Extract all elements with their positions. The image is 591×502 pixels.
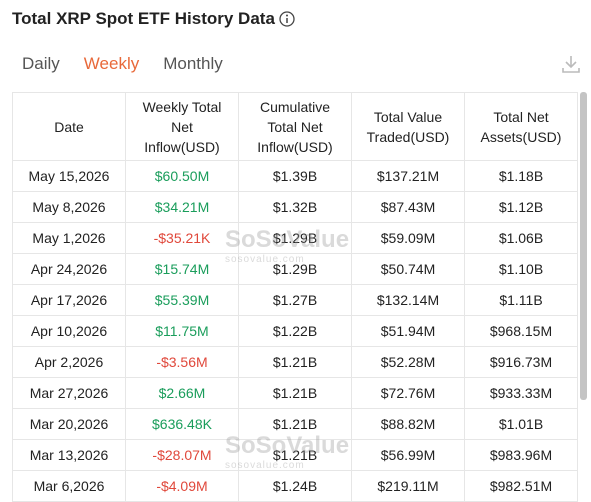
table-row: Mar 6,2026 -$4.09M $1.24B $219.11M $982.51M xyxy=(12,470,578,502)
cell: $1.18B xyxy=(464,160,578,192)
table-row: Apr 2,2026 -$3.56M $1.21B $52.28M $916.73M xyxy=(12,346,578,378)
cell: $34.21M xyxy=(125,191,239,223)
cell: $983.96M xyxy=(464,439,578,471)
table-row: Apr 17,2026 $55.39M $1.27B $132.14M $1.11B xyxy=(12,284,578,316)
cell: $916.73M xyxy=(464,346,578,378)
cell: $1.21B xyxy=(238,377,352,409)
cell: $50.74M xyxy=(351,253,465,285)
cell: $1.06B xyxy=(464,222,578,254)
cell: $132.14M xyxy=(351,284,465,316)
table-row: Apr 24,2026 $15.74M $1.29B $50.74M $1.10B xyxy=(12,253,578,285)
column-header: Weekly Total Net Inflow(USD) xyxy=(125,92,239,161)
cell: Mar 27,2026 xyxy=(12,377,126,409)
cell: Mar 6,2026 xyxy=(12,470,126,502)
table-row: Mar 27,2026 $2.66M $1.21B $72.76M $933.33M xyxy=(12,377,578,409)
cell: $59.09M xyxy=(351,222,465,254)
column-header: Total Value Traded(USD) xyxy=(351,92,465,161)
table-row: May 15,2026 $60.50M $1.39B $137.21M $1.18B xyxy=(12,160,578,192)
cell: May 15,2026 xyxy=(12,160,126,192)
cell: $87.43M xyxy=(351,191,465,223)
header-row: Date Weekly Total Net Inflow(USD) Cumulati… xyxy=(12,92,578,161)
scrollbar[interactable] xyxy=(580,92,587,400)
cell: $1.32B xyxy=(238,191,352,223)
info-icon[interactable] xyxy=(279,11,295,27)
cell: $1.27B xyxy=(238,284,352,316)
cell: $1.21B xyxy=(238,439,352,471)
cell: $137.21M xyxy=(351,160,465,192)
table-row: Apr 10,2026 $11.75M $1.22B $51.94M $968.15M xyxy=(12,315,578,347)
cell: $88.82M xyxy=(351,408,465,440)
cell: $55.39M xyxy=(125,284,239,316)
cell: $1.24B xyxy=(238,470,352,502)
cell: $15.74M xyxy=(125,253,239,285)
cell: $11.75M xyxy=(125,315,239,347)
cell: $1.22B xyxy=(238,315,352,347)
cell: May 8,2026 xyxy=(12,191,126,223)
cell: Mar 20,2026 xyxy=(12,408,126,440)
tabs: Daily Weekly Monthly xyxy=(10,52,235,76)
title: Total XRP Spot ETF History Data xyxy=(12,9,275,28)
cell: $1.29B xyxy=(238,222,352,254)
table: Date Weekly Total Net Inflow(USD) Cumulati… xyxy=(12,92,578,502)
cell: $72.76M xyxy=(351,377,465,409)
cell: -$35.21K xyxy=(125,222,239,254)
table-container: Date Weekly Total Net Inflow(USD) Cumulati… xyxy=(12,92,578,502)
cell: Apr 17,2026 xyxy=(12,284,126,316)
tab[interactable]: Monthly xyxy=(163,54,223,73)
table-row: May 1,2026 -$35.21K $1.29B $59.09M $1.06B xyxy=(12,222,578,254)
cell: $56.99M xyxy=(351,439,465,471)
table-row: Mar 13,2026 -$28.07M $1.21B $56.99M $983.96M xyxy=(12,439,578,471)
cell: $1.11B xyxy=(464,284,578,316)
cell: -$4.09M xyxy=(125,470,239,502)
tab[interactable]: Daily xyxy=(22,54,60,73)
column-header: Date xyxy=(12,92,126,161)
cell: $1.10B xyxy=(464,253,578,285)
cell: $968.15M xyxy=(464,315,578,347)
cell: $1.39B xyxy=(238,160,352,192)
cell: -$28.07M xyxy=(125,439,239,471)
cell: $1.01B xyxy=(464,408,578,440)
cell: Apr 2,2026 xyxy=(12,346,126,378)
cell: $933.33M xyxy=(464,377,578,409)
cell: $1.21B xyxy=(238,408,352,440)
table-row: May 8,2026 $34.21M $1.32B $87.43M $1.12B xyxy=(12,191,578,223)
cell: $636.48K xyxy=(125,408,239,440)
cell: $60.50M xyxy=(125,160,239,192)
table-row: Mar 20,2026 $636.48K $1.21B $88.82M $1.01B xyxy=(12,408,578,440)
column-header: Cumulative Total Net Inflow(USD) xyxy=(238,92,352,161)
cell: $2.66M xyxy=(125,377,239,409)
tab[interactable]: Weekly xyxy=(83,54,140,73)
cell: $1.12B xyxy=(464,191,578,223)
cell: $1.29B xyxy=(238,253,352,285)
cell: $982.51M xyxy=(464,470,578,502)
cell: Apr 10,2026 xyxy=(12,315,126,347)
cell: -$3.56M xyxy=(125,346,239,378)
cell: $1.21B xyxy=(238,346,352,378)
column-header: Total Net Assets(USD) xyxy=(464,92,578,161)
cell: Mar 13,2026 xyxy=(12,439,126,471)
cell: $219.11M xyxy=(351,470,465,502)
cell: Apr 24,2026 xyxy=(12,253,126,285)
download-icon[interactable] xyxy=(560,53,582,75)
cell: $52.28M xyxy=(351,346,465,378)
cell: May 1,2026 xyxy=(12,222,126,254)
cell: $51.94M xyxy=(351,315,465,347)
